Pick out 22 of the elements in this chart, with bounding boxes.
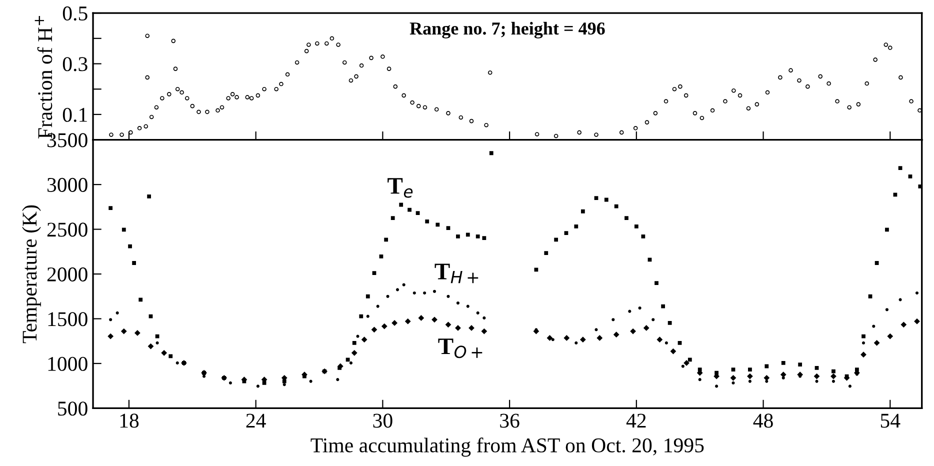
annotation: T$_{O+}$ xyxy=(438,338,482,358)
x-axis-title: Time accumulating from AST on Oct. 20, 1995 xyxy=(310,438,704,457)
x-tick-label: 24 xyxy=(246,414,266,428)
annotation: T$_{H+}$ xyxy=(434,264,478,284)
x-tick-label: 42 xyxy=(626,414,646,428)
y-tick-label: 0.1 xyxy=(62,108,87,122)
x-tick-label: 54 xyxy=(880,414,900,428)
annotation: T$_{e}$ xyxy=(388,178,413,198)
y-tick-label: 0.5 xyxy=(62,6,88,21)
x-tick-label: 18 xyxy=(120,414,139,428)
chart-title: Range no. 7; height = 496 xyxy=(410,22,605,38)
y-tick-label: 2500 xyxy=(47,222,88,237)
y-tick-label: 2000 xyxy=(47,267,88,282)
y-tick-label: 500 xyxy=(58,402,88,416)
y-tick-label: 1500 xyxy=(48,312,88,326)
y-tick-label: 3000 xyxy=(47,178,88,192)
y-tick-label: 1000 xyxy=(48,356,88,371)
x-tick-label: 36 xyxy=(500,414,520,428)
y-tick-label: 0.3 xyxy=(62,57,88,72)
x-tick-label: 48 xyxy=(753,414,773,428)
x-tick-label: 30 xyxy=(373,414,392,428)
y-axis-title: Temperature (K) xyxy=(22,205,41,344)
